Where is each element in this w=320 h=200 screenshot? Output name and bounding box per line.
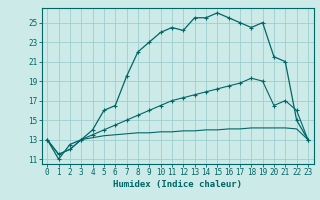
X-axis label: Humidex (Indice chaleur): Humidex (Indice chaleur) <box>113 180 242 189</box>
